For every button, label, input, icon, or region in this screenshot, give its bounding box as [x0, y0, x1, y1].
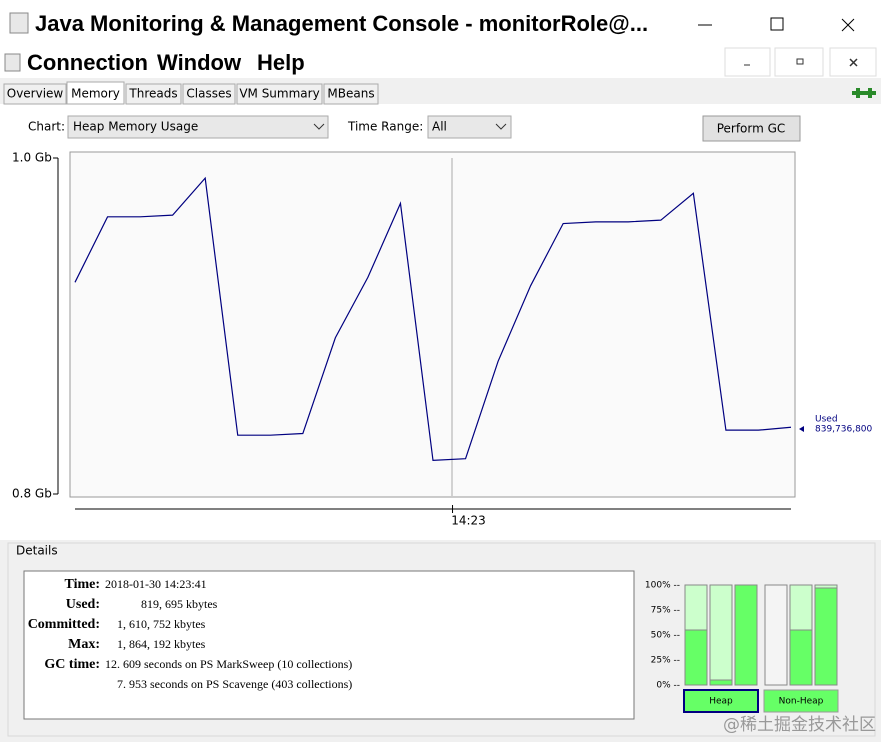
gauge-bg	[764, 584, 788, 686]
doc-icon	[4, 53, 21, 72]
gauge-button-label: Heap	[709, 697, 733, 707]
details-group	[7, 542, 876, 737]
tab-label: VM Summary	[239, 87, 319, 101]
maximize-button[interactable]	[770, 17, 784, 31]
menu-item[interactable]: Window	[157, 50, 242, 75]
chart-select-value: Heap Memory Usage	[73, 120, 198, 134]
gauge-button-label: Non-Heap	[779, 697, 824, 707]
gauge-bar	[789, 629, 813, 686]
tab[interactable]	[323, 83, 379, 105]
gauge-button[interactable]	[763, 689, 839, 713]
time-range-value: All	[432, 120, 447, 134]
detail-label: GC time:	[44, 657, 100, 672]
select-arrow	[313, 123, 325, 130]
inner-restore[interactable]	[774, 47, 824, 77]
watermark: @稀土掘金技术社区	[723, 715, 876, 735]
connection-icon	[852, 88, 876, 98]
time-range-label: Time Range:	[347, 120, 423, 134]
details-box	[23, 570, 635, 720]
tab[interactable]	[125, 83, 182, 105]
gauge-bg	[709, 584, 733, 686]
y-tick-label: 1.0 Gb	[12, 151, 52, 165]
detail-value: 2018-01-30 14:23:41	[105, 577, 207, 591]
inner-close-glyph	[849, 58, 858, 67]
app-icon	[9, 12, 29, 34]
current-marker	[799, 426, 804, 432]
detail-value: 819, 695 kbytes	[141, 597, 218, 611]
tab[interactable]	[3, 83, 67, 105]
title-bar	[0, 0, 881, 50]
window-title: Java Monitoring & Management Console - m…	[35, 11, 648, 36]
tab[interactable]	[182, 83, 236, 105]
close-button[interactable]	[841, 18, 855, 32]
tab[interactable]	[236, 83, 323, 105]
tab-label: Overview	[7, 87, 64, 101]
time-range-select[interactable]	[427, 115, 512, 139]
detail-label: Time:	[64, 577, 100, 592]
perform-gc-button[interactable]	[702, 115, 801, 142]
value-label: 839,736,800	[815, 425, 873, 435]
series-line	[74, 176, 792, 462]
gauge-tick-label: 75% --	[651, 606, 680, 616]
detail-value: 12. 609 seconds on PS MarkSweep (10 coll…	[105, 657, 352, 671]
chart-label: Chart:	[28, 120, 65, 134]
gauge-bar	[814, 587, 838, 686]
detail-label: Max:	[68, 637, 100, 652]
inner-restore-glyph	[796, 58, 804, 65]
gauge-bar	[709, 679, 733, 686]
inner-buttons	[724, 47, 877, 77]
gauge-button[interactable]	[683, 689, 759, 713]
tab-label: Threads	[128, 87, 177, 101]
tab-label: MBeans	[327, 87, 374, 101]
x-tick-label: 14:23	[451, 514, 486, 528]
tab-label: Memory	[71, 87, 120, 101]
tab[interactable]	[66, 81, 125, 105]
detail-label: Used:	[66, 597, 100, 612]
detail-label: Committed:	[28, 617, 100, 632]
gauge-bar	[684, 629, 708, 686]
detail-value: 1, 864, 192 kbytes	[117, 637, 206, 651]
chart-select[interactable]	[67, 115, 329, 139]
legend-label: Used	[815, 415, 838, 425]
perform-gc-label: Perform GC	[717, 122, 786, 136]
gauge-bar	[734, 584, 758, 686]
details-title: Details	[16, 544, 58, 558]
menu-item[interactable]: Help	[257, 50, 305, 75]
gauge-tick-label: 100% --	[645, 581, 680, 591]
menu-item[interactable]: Connection	[27, 50, 148, 75]
plot-area	[69, 151, 796, 498]
inner-min[interactable]	[724, 47, 771, 77]
details-title-bg	[10, 544, 60, 558]
detail-value: 1, 610, 752 kbytes	[117, 617, 206, 631]
tab-label: Classes	[186, 87, 231, 101]
gauge-tick-label: 0% --	[656, 681, 680, 691]
gauge-tick-label: 25% --	[651, 656, 680, 666]
gauge-tick-label: 50% --	[651, 631, 680, 641]
y-tick-label: 0.8 Gb	[12, 487, 52, 501]
detail-value: 7. 953 seconds on PS Scavenge (403 colle…	[117, 677, 352, 691]
select-arrow	[495, 123, 507, 130]
